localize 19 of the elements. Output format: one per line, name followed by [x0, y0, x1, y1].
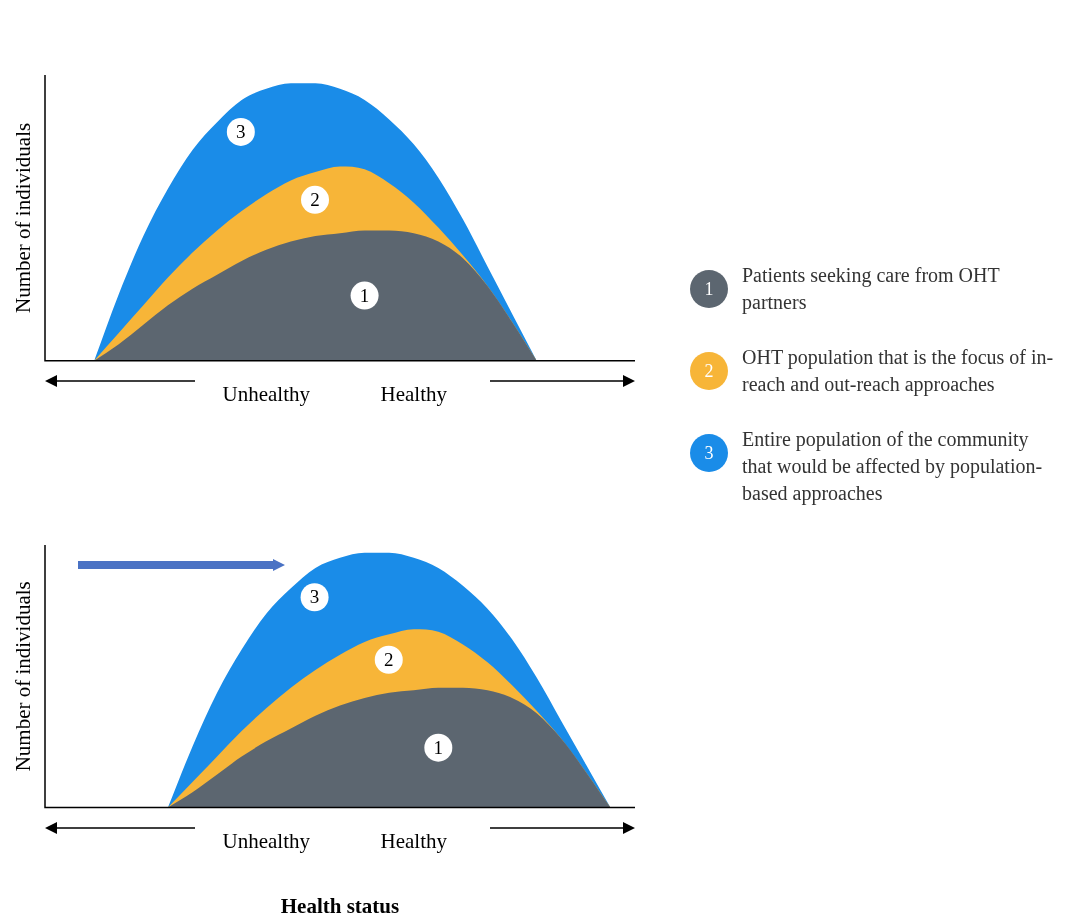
- legend-label: OHT population that is the focus of in-reach and out-reach approaches: [742, 345, 1055, 398]
- x-tick-label: Unhealthy: [222, 828, 311, 853]
- x-tick-label: Healthy: [380, 828, 448, 853]
- x-axis-title: Health status: [280, 893, 400, 918]
- legend-label: Patients seeking care from OHT partners: [742, 263, 1001, 316]
- annotation: 2: [310, 188, 320, 210]
- y-axis-title: Number of individuals: [10, 122, 35, 313]
- text: 1: [704, 278, 714, 299]
- annotation: 1: [433, 736, 444, 758]
- annotation: 3: [236, 120, 246, 142]
- annotation: 3: [309, 586, 320, 608]
- legend-label: Entire population of the community that would be affected by population-based approaches: [742, 427, 1044, 507]
- text: 3: [704, 442, 714, 463]
- y-axis-title: Number of individuals: [10, 581, 35, 772]
- annotation: 1: [359, 284, 370, 306]
- x-tick-label: Unhealthy: [222, 381, 311, 406]
- annotation: 2: [384, 648, 394, 670]
- text: 2: [704, 360, 714, 381]
- x-tick-label: Healthy: [380, 381, 448, 406]
